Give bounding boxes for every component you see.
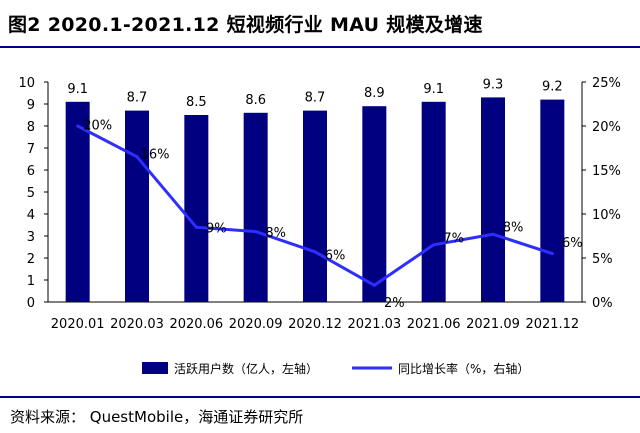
x-tick-label: 2021.09 bbox=[466, 317, 520, 332]
line-point bbox=[313, 250, 317, 254]
line-value-label: 8% bbox=[503, 221, 524, 236]
line-point bbox=[254, 230, 258, 234]
bar-value-label: 8.7 bbox=[127, 91, 148, 106]
bar bbox=[65, 101, 90, 302]
bar-value-label: 9.3 bbox=[483, 77, 504, 92]
x-tick-label: 2020.03 bbox=[110, 317, 164, 332]
line-value-label: 6% bbox=[562, 236, 583, 251]
title-bar: 图2 2020.1-2021.12 短视频行业 MAU 规模及增速 bbox=[0, 0, 640, 48]
legend-bar-label: 活跃用户数（亿人，左轴） bbox=[174, 361, 318, 376]
bar-value-label: 8.5 bbox=[186, 95, 207, 110]
bar bbox=[243, 112, 268, 302]
x-tick-label: 2020.09 bbox=[229, 317, 283, 332]
x-tick-label: 2021.12 bbox=[525, 317, 579, 332]
figure-source: 资料来源： QuestMobile，海通证券研究所 bbox=[10, 408, 304, 426]
legend-bar-swatch bbox=[142, 362, 168, 374]
line-point bbox=[194, 225, 198, 229]
x-tick-label: 2020.06 bbox=[169, 317, 223, 332]
line-value-label: 8% bbox=[265, 226, 286, 241]
bar bbox=[303, 110, 327, 302]
bar bbox=[540, 99, 565, 302]
bar-value-label: 9.1 bbox=[423, 82, 444, 97]
bar-value-label: 8.6 bbox=[245, 93, 266, 108]
left-tick-label: 10 bbox=[18, 76, 35, 91]
line-point bbox=[491, 232, 495, 236]
left-tick-label: 2 bbox=[27, 252, 35, 267]
line-value-label: 20% bbox=[83, 119, 112, 134]
line-point bbox=[76, 124, 80, 128]
line-point bbox=[135, 155, 139, 159]
left-tick-label: 9 bbox=[27, 98, 35, 113]
bar-value-label: 9.1 bbox=[67, 82, 88, 97]
line-value-label: 2% bbox=[384, 296, 405, 311]
source-bar: 资料来源： QuestMobile，海通证券研究所 bbox=[0, 396, 640, 433]
line-point bbox=[432, 243, 436, 247]
x-tick-label: 2020.01 bbox=[51, 317, 105, 332]
line-value-label: 9% bbox=[206, 222, 227, 237]
bar bbox=[184, 115, 209, 302]
left-tick-label: 0 bbox=[27, 296, 35, 311]
right-tick-label: 25% bbox=[592, 76, 621, 91]
left-tick-label: 6 bbox=[27, 164, 35, 179]
right-tick-label: 10% bbox=[592, 208, 621, 223]
x-tick-label: 2021.06 bbox=[407, 317, 461, 332]
right-tick-label: 20% bbox=[592, 120, 621, 135]
left-tick-label: 7 bbox=[27, 142, 35, 157]
line-value-label: 6% bbox=[325, 248, 346, 263]
bar bbox=[481, 97, 505, 303]
left-tick-label: 3 bbox=[27, 230, 35, 245]
bar bbox=[125, 110, 149, 302]
line-point bbox=[550, 252, 554, 256]
combo-chart: 0 1 2 3 4 5 6 7 8 9 10 0% 5% 10% 15% 20% 25% 9.1 8.7 8.5 8.6… bbox=[18, 76, 621, 376]
legend-line-label: 同比增长率（%，右轴） bbox=[398, 361, 529, 376]
left-tick-label: 1 bbox=[27, 274, 35, 289]
left-tick-label: 5 bbox=[27, 186, 35, 201]
line-value-label: 16% bbox=[141, 147, 170, 162]
line-value-label: 7% bbox=[443, 231, 464, 246]
x-tick-label: 2020.12 bbox=[288, 317, 342, 332]
bar-value-label: 8.9 bbox=[364, 86, 385, 101]
bar bbox=[362, 106, 387, 302]
bar-value-label: 9.2 bbox=[542, 80, 563, 95]
bar-value-label: 8.7 bbox=[305, 91, 326, 106]
figure-title: 图2 2020.1-2021.12 短视频行业 MAU 规模及增速 bbox=[8, 14, 483, 36]
left-tick-label: 4 bbox=[27, 208, 35, 223]
right-tick-label: 0% bbox=[592, 296, 613, 311]
line-point bbox=[372, 283, 376, 287]
right-tick-label: 5% bbox=[592, 252, 613, 267]
right-tick-label: 15% bbox=[592, 164, 621, 179]
left-tick-label: 8 bbox=[27, 120, 35, 135]
bar bbox=[421, 101, 446, 302]
x-tick-label: 2021.03 bbox=[347, 317, 401, 332]
